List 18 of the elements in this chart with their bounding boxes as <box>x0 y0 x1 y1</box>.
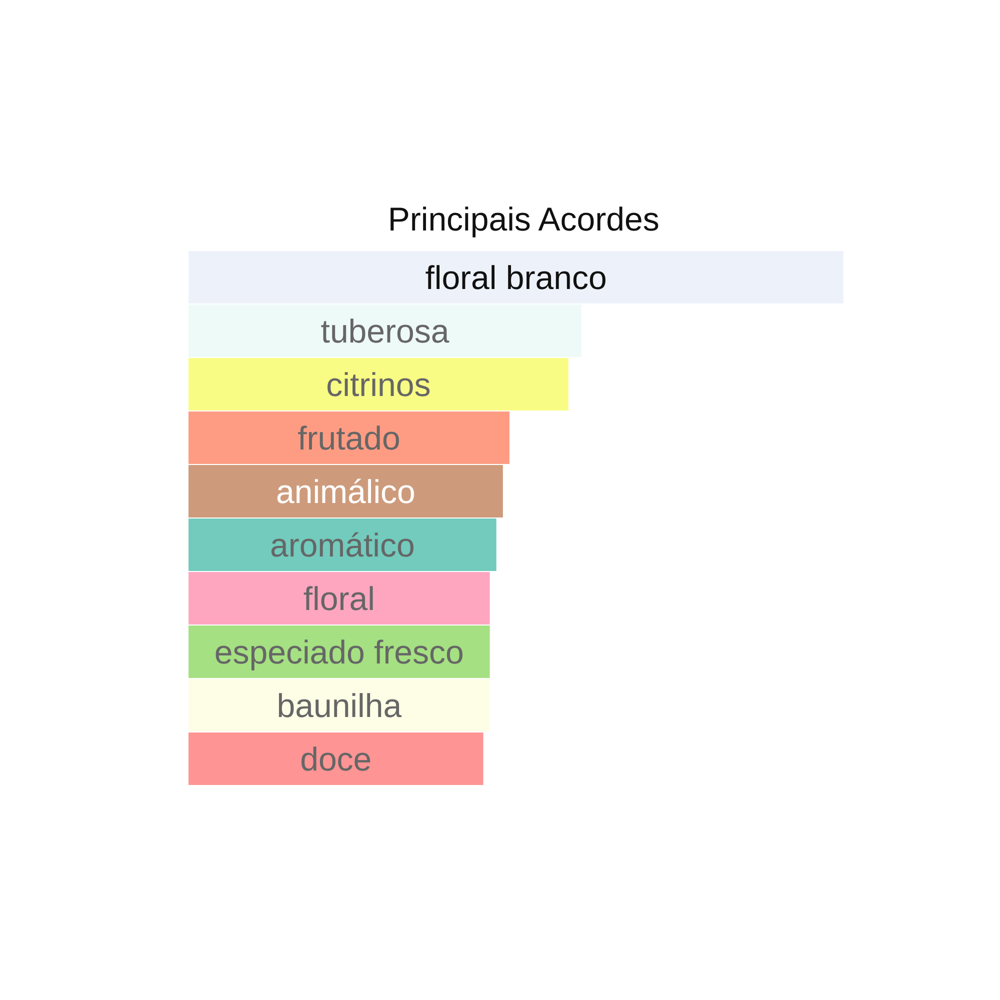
bar <box>188 679 490 732</box>
bar <box>188 465 503 518</box>
chart-title: Principais Acordes <box>388 200 660 238</box>
y-tick-label: doce <box>300 740 372 778</box>
bar <box>188 572 490 624</box>
y-tick-label: baunilha <box>276 686 402 724</box>
y-tick-label: citrinos <box>326 366 431 403</box>
y-tick-label: frutado <box>298 419 400 456</box>
y-tick-label: especiado fresco <box>214 633 464 670</box>
bar <box>188 412 510 464</box>
bar <box>188 358 568 410</box>
bar <box>188 732 484 785</box>
y-tick-label: floral <box>303 580 375 617</box>
y-tick-label: aromático <box>270 526 415 564</box>
y-tick-label: tuberosa <box>320 312 450 350</box>
bar <box>188 518 496 571</box>
y-tick-label: floral branco <box>425 258 607 296</box>
y-tick-label: animálico <box>276 472 416 510</box>
